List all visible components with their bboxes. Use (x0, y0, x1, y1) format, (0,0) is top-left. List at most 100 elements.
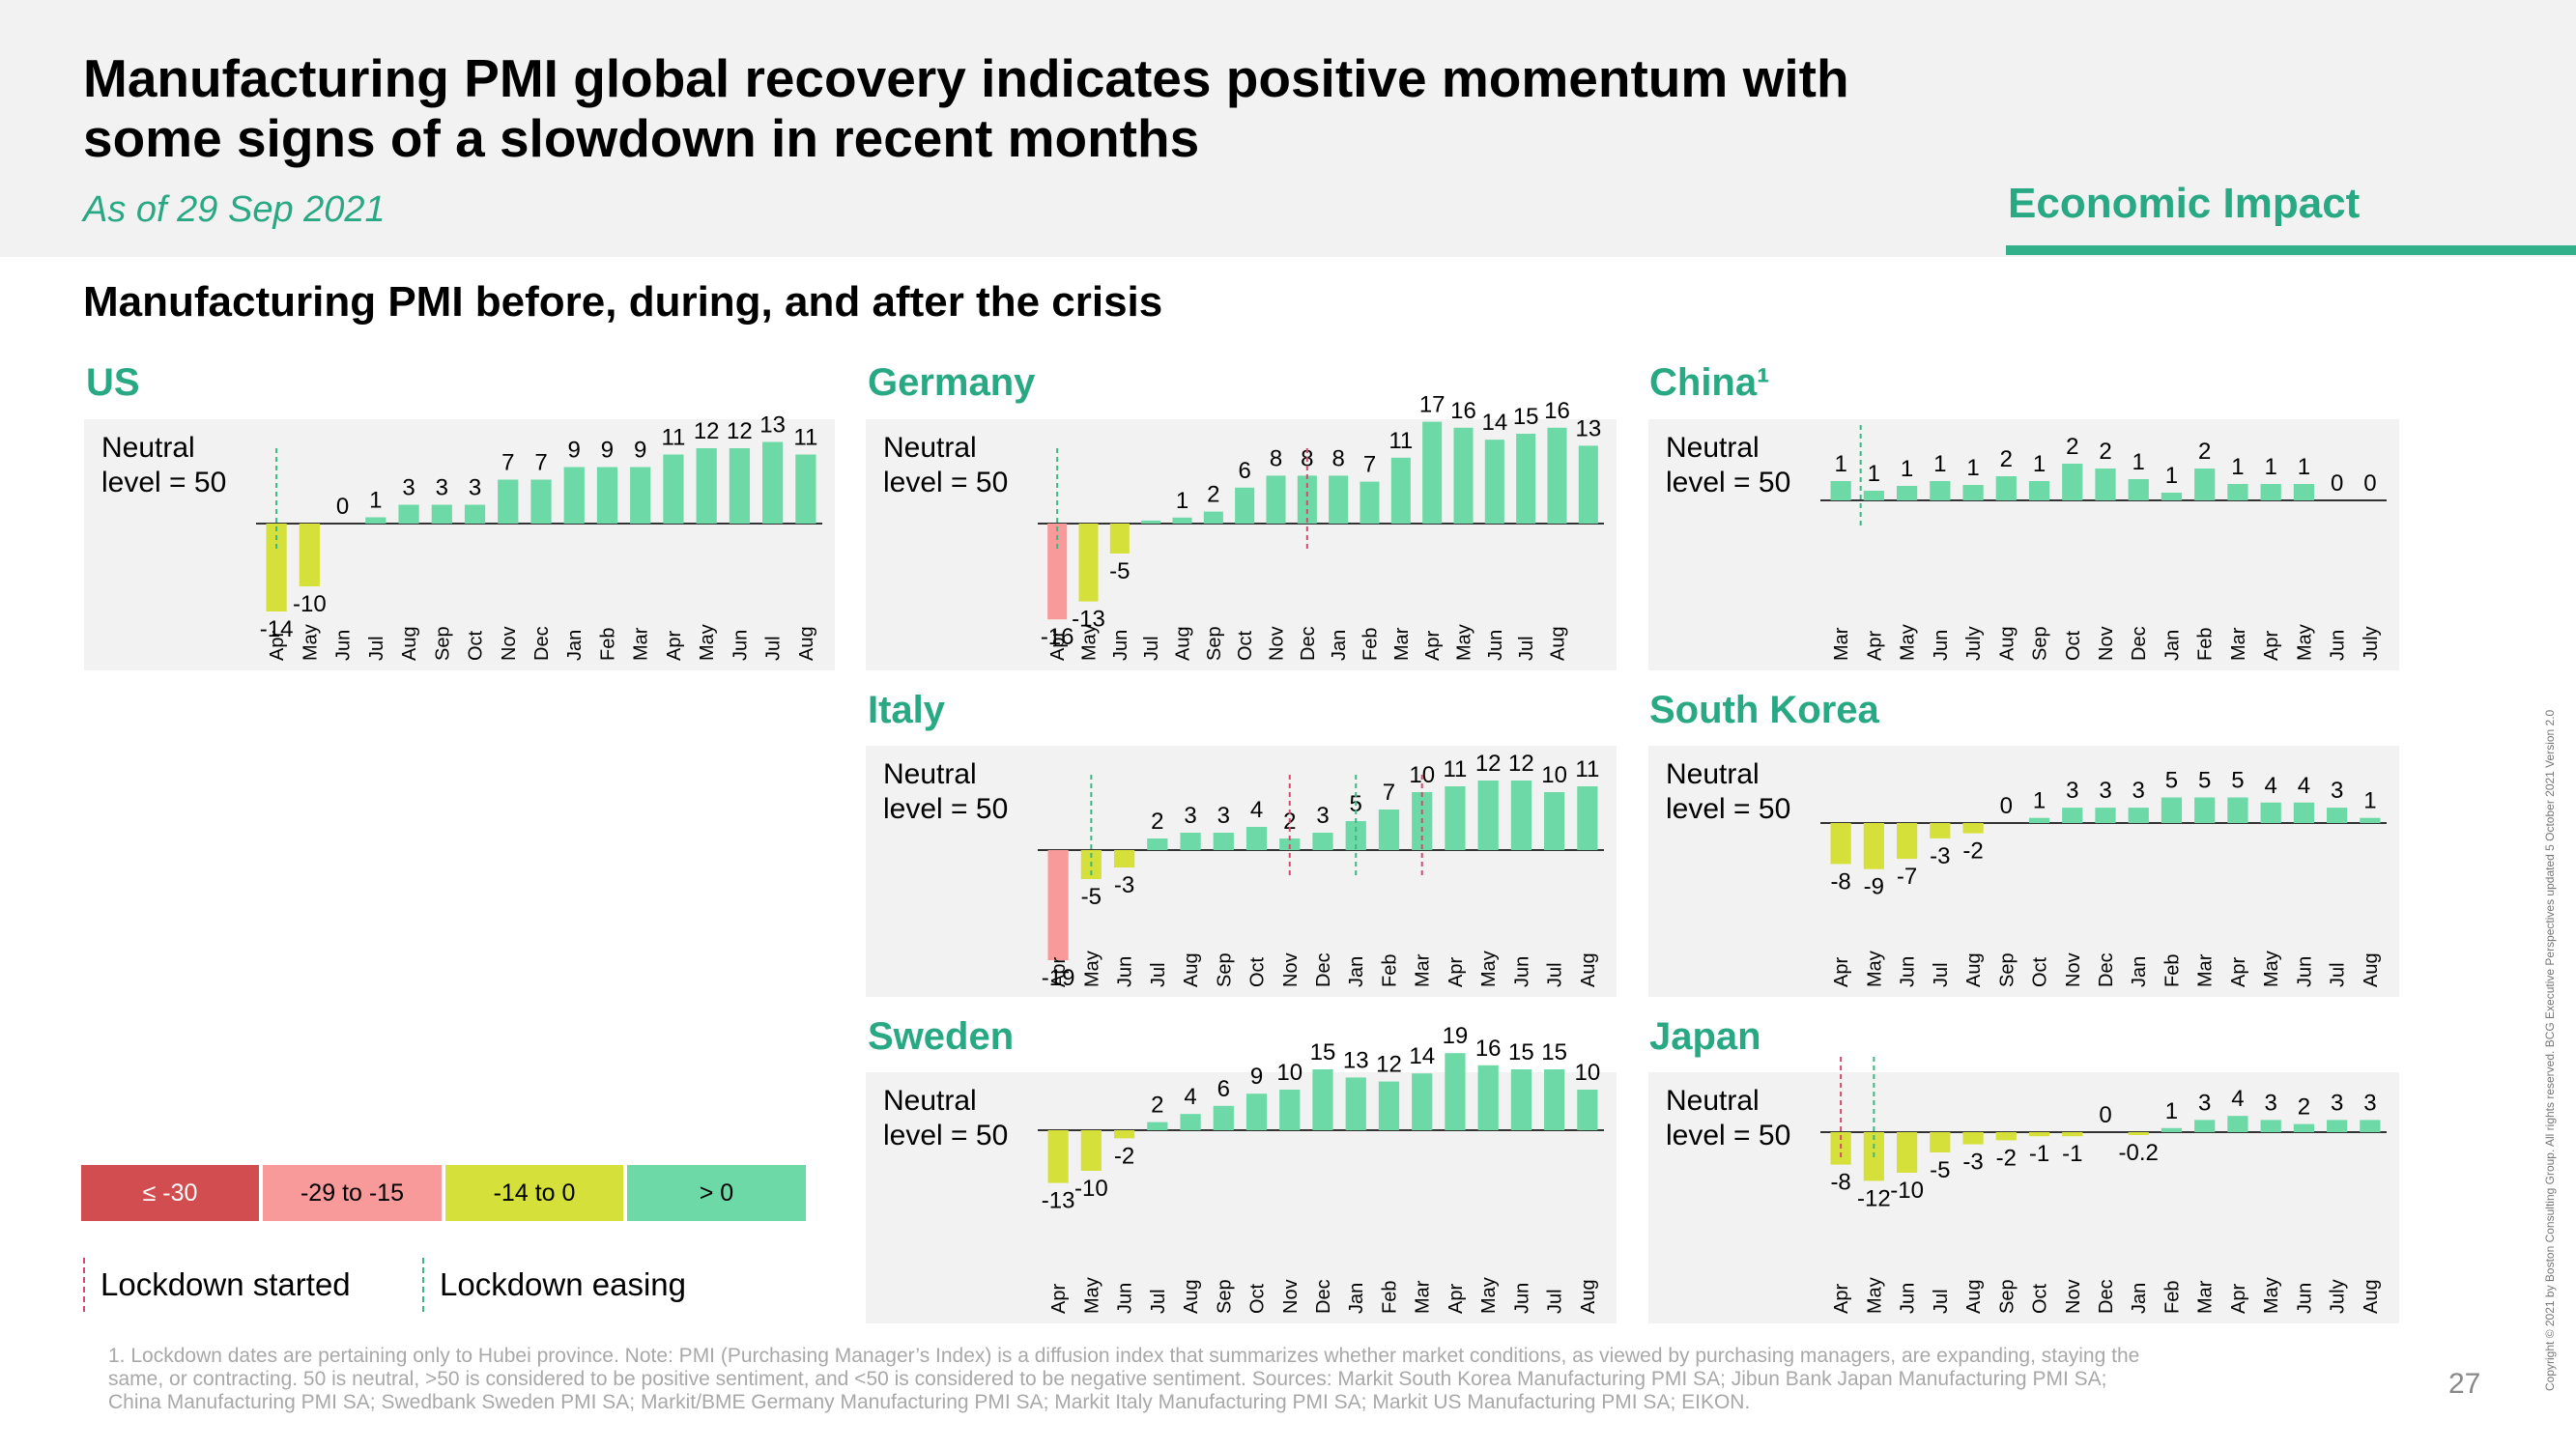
tick-label: Jan (2161, 630, 2183, 661)
bar (1172, 517, 1192, 524)
tick-label: Dec (2096, 1279, 2117, 1314)
bar (762, 441, 784, 524)
data-label: 2 (1151, 809, 1163, 835)
bar (2293, 484, 2315, 500)
bar (630, 467, 651, 524)
tick-label: Jan (2129, 956, 2150, 987)
neutral-label: Neutral level = 50 (883, 1085, 1009, 1151)
data-label: 2 (2066, 434, 2078, 460)
data-label: 10 (1575, 1060, 1601, 1086)
bar (2293, 802, 2315, 823)
data-label: 19 (1443, 1023, 1469, 1049)
tick-label: Dec (2129, 626, 2150, 661)
tick-label: Apr (1048, 1284, 1070, 1314)
tick-label: Sep (2030, 626, 2051, 661)
data-label: 4 (2231, 1086, 2244, 1112)
bar (1995, 476, 2017, 500)
bar (464, 504, 486, 524)
tick-label: Jun (1511, 956, 1532, 987)
copyright: Copyright © 2021 by Boston Consulting Gr… (2543, 709, 2557, 1391)
data-label: -10 (1890, 1178, 1924, 1204)
tick-label: Dec (2096, 952, 2117, 987)
tick-label: Mar (1413, 1280, 1434, 1314)
bar (1863, 491, 1884, 500)
data-label: 3 (1184, 803, 1196, 829)
tick-label: Feb (2195, 628, 2217, 661)
tick-label: Jul (366, 636, 387, 661)
data-label: -8 (1830, 868, 1850, 895)
chart-panel-us: Neutral level = 50 -14 Apr -10 May 0 Jun 1 Jul 3 A… (84, 412, 835, 670)
data-label: 3 (1217, 803, 1230, 829)
tick-label: Jun (333, 630, 355, 661)
data-label: -12 (1857, 1185, 1891, 1211)
bar (2095, 808, 2116, 823)
tick-label: Oct (466, 630, 487, 661)
data-label: 4 (2264, 773, 2276, 799)
bar (2293, 1123, 2315, 1132)
data-label: 3 (436, 475, 448, 501)
tick-label: Oct (1247, 956, 1269, 987)
tick-label: Nov (1280, 952, 1302, 987)
bar (1577, 1090, 1598, 1130)
tick-label: Sep (1996, 952, 2018, 987)
tick-label: Aug (1963, 1279, 1985, 1314)
bar (729, 448, 751, 524)
data-label: 4 (2298, 773, 2310, 799)
bar (1995, 1132, 2017, 1141)
data-label: 3 (402, 475, 415, 501)
data-label: 1 (2033, 788, 2046, 814)
tick-label: Nov (2096, 626, 2117, 661)
bar (1453, 427, 1474, 524)
data-label: -13 (1042, 1188, 1075, 1214)
chart-sweden: -13 Apr -10 May -2 Jun 2 Jul 4 Aug 6 Sep 9 Oct 10 Nov 15… (1038, 1023, 1604, 1314)
tick-label: July (2328, 1279, 2349, 1314)
tick-label: Feb (1379, 1281, 1400, 1314)
data-label: 8 (1270, 445, 1282, 471)
bar (1080, 1130, 1102, 1171)
bar (2161, 797, 2183, 823)
tick-label: Jun (2294, 956, 2315, 987)
tick-label: Feb (1360, 628, 1382, 661)
data-label: -16 (1041, 624, 1074, 650)
data-label: 1 (1176, 488, 1188, 514)
tick-label: Apr (1864, 631, 1885, 661)
data-label: -7 (1897, 864, 1917, 890)
data-label: 13 (1575, 415, 1601, 441)
bar (1266, 475, 1286, 524)
data-label: 3 (2066, 778, 2078, 804)
country-title-germany: Germany (868, 361, 1036, 404)
tick-label: Aug (399, 626, 420, 661)
tick-label: Sep (1214, 952, 1235, 987)
bar (1203, 511, 1223, 524)
bar (1297, 475, 1317, 524)
lockdown-started-line (83, 1258, 85, 1312)
page-subtitle: As of 29 Sep 2021 (83, 189, 386, 230)
legend-severe: ≤ -30 (81, 1165, 259, 1221)
lockdown-easing-line (422, 1258, 424, 1312)
data-label: 14 (1409, 1043, 1435, 1069)
bar (2194, 1120, 2216, 1132)
data-label: 1 (2363, 788, 2376, 814)
bar (1235, 487, 1255, 524)
data-label: 11 (661, 425, 685, 451)
tick-label: Oct (1235, 630, 1256, 661)
bar (1047, 1130, 1069, 1183)
tick-label: Jul (1148, 962, 1169, 987)
bar (2062, 808, 2083, 823)
tick-label: Jun (2294, 1283, 2315, 1314)
tick-label: May (2261, 951, 2282, 987)
bar (1445, 1053, 1466, 1130)
data-label: 10 (1276, 1060, 1302, 1086)
tick-label: Jan (1346, 956, 1367, 987)
chart-italy: -19Apr-5May-3Jun2Jul3Aug3Sep4Oct2Nov3Dec… (1038, 751, 1604, 991)
bar (2028, 817, 2050, 823)
tick-label: Mar (1413, 953, 1434, 987)
data-label: 3 (2331, 778, 2343, 804)
tick-label: May (1864, 951, 1885, 987)
tick-label: Apr (1048, 957, 1070, 987)
tick-label: July (2361, 626, 2382, 661)
tick-label: May (1081, 1277, 1102, 1314)
tick-label: Apr (1445, 957, 1467, 987)
data-label: 1 (1966, 455, 1979, 481)
data-label: -1 (2062, 1141, 2082, 1167)
